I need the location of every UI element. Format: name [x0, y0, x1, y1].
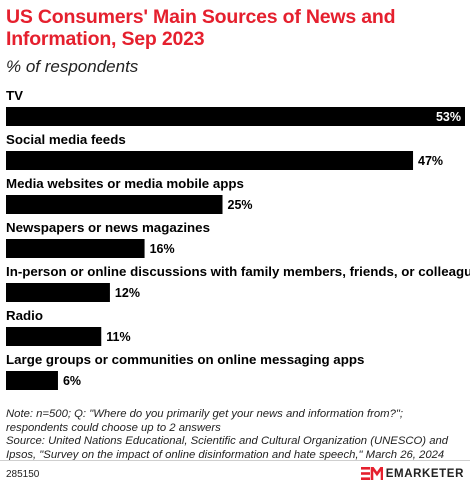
category-label: Media websites or media mobile apps [6, 176, 244, 191]
emarketer-logo-icon [360, 467, 383, 480]
bar [6, 151, 414, 170]
chart-subtitle: % of respondents [6, 57, 139, 76]
value-label: 11% [106, 330, 130, 344]
footer-divider [0, 460, 470, 461]
chart-title: US Consumers' Main Sources of News and I… [6, 6, 396, 50]
bar [6, 239, 145, 258]
note-text: Note: n=500; Q: "Where do you primarily … [6, 408, 404, 434]
value-label: 16% [150, 242, 175, 256]
chart-notes: Note: n=500; Q: "Where do you primarily … [6, 408, 466, 462]
category-label: Radio [6, 308, 43, 323]
brand-name: EMARKETER [385, 467, 464, 480]
chart-id: 285150 [6, 469, 40, 480]
category-label: Large groups or communities on online me… [6, 352, 364, 367]
category-label: Newspapers or news magazines [6, 220, 210, 235]
bar [6, 107, 465, 126]
category-label: TV [6, 88, 23, 103]
value-label: 53% [436, 110, 461, 124]
value-label: 12% [115, 286, 140, 300]
bar [6, 283, 110, 302]
value-label: 25% [228, 198, 253, 212]
bar [6, 195, 223, 214]
category-label: Social media feeds [6, 132, 126, 147]
bar-chart: TV 53% Social media feeds 47% Media websites… [6, 88, 470, 390]
bar [6, 327, 102, 346]
bar [6, 371, 58, 390]
value-label: 6% [63, 374, 81, 388]
source-text: Source: United Nations Educational, Scie… [6, 435, 449, 461]
value-label: 47% [418, 154, 443, 168]
category-label: In-person or online discussions with fam… [6, 264, 470, 279]
brand-logo: EMARKETER [360, 467, 464, 480]
